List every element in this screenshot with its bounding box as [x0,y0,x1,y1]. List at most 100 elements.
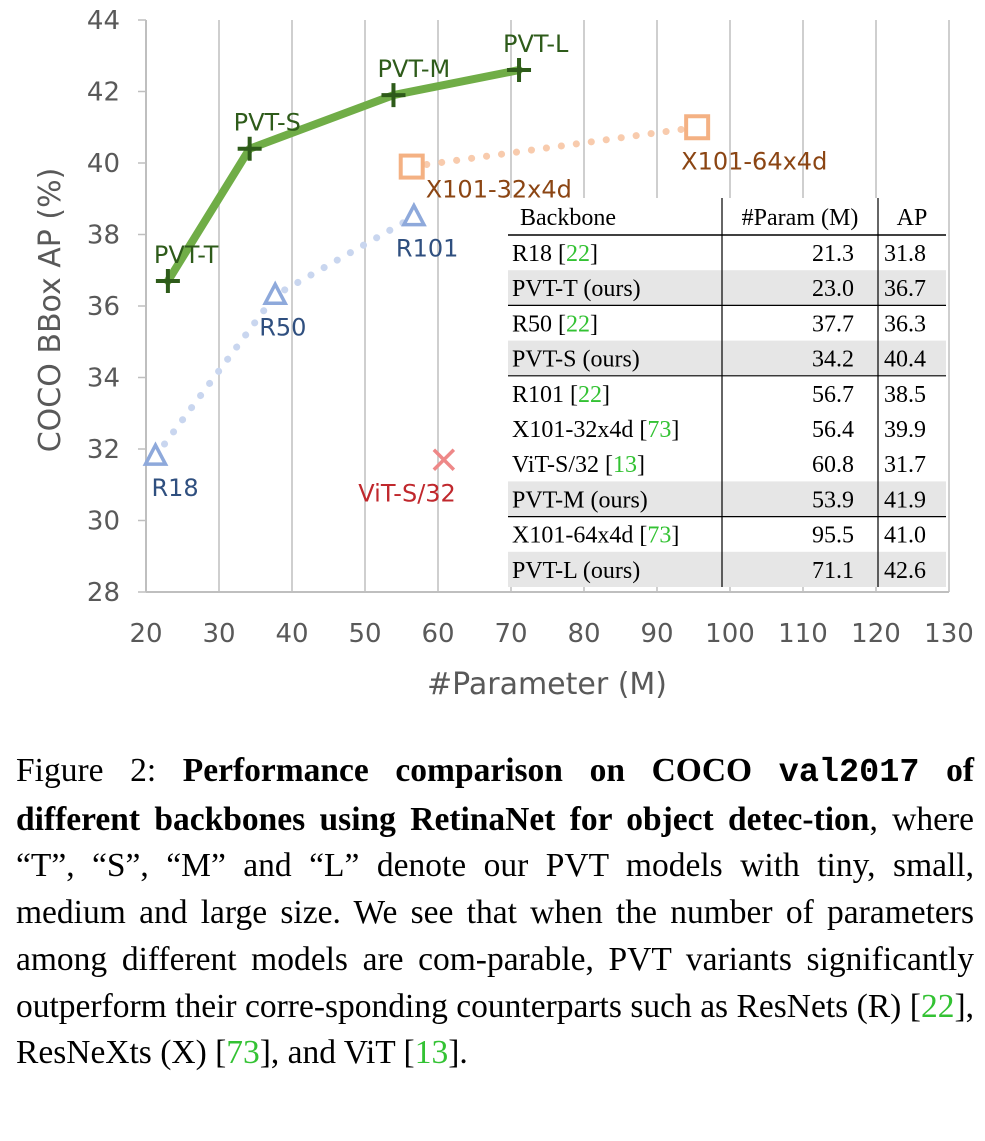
ours-row-shade [508,551,946,587]
table-cell-param: 34.2 [812,347,854,373]
table-cell-param: 56.4 [812,417,854,443]
caption-text-4: ]. [448,1034,468,1072]
triangle-marker [142,441,169,466]
table-cell-backbone: X101-64x4d [73] [512,523,679,549]
axes: 20 30 40 50 60 70 80 90 100 110 120 130 28 30 32 34 36 38… [87,6,974,649]
point-label: PVT-S [234,109,301,137]
x-tick-label: 120 [851,619,901,649]
table-cell-ap: 41.9 [884,487,926,513]
table-cell-backbone: X101-32x4d [73] [512,417,679,443]
caption-dataset-name: val2017 [778,754,920,792]
point-label: R50 [259,313,306,341]
table-cell-param: 71.1 [812,558,854,584]
caption-citation-73[interactable]: 73 [226,1034,260,1072]
table-citation[interactable]: 22 [578,382,602,408]
point-label: PVT-M [377,55,450,83]
table-cell-backbone: R50 [22] [512,311,598,337]
plus-marker [155,268,180,293]
table-cell-backbone: ViT-S/32 [13] [512,452,645,478]
table-cell-backbone: R18 [22] [512,241,598,267]
table-row: R101 [22] 56.7 38.5 [512,382,926,408]
table-row: X101-64x4d [73] 95.5 41.0 [512,523,926,549]
ours-row-shade [508,270,946,306]
table-citation[interactable]: 22 [566,311,590,337]
table-citation[interactable]: 13 [613,452,637,478]
table-cell-ap: 36.7 [884,276,926,302]
point-label: ViT-S/32 [358,480,456,508]
data-point-pvt-s: PVT-S [234,109,301,161]
table-cell-ap: 39.9 [884,417,926,443]
table-citation[interactable]: 22 [566,241,590,267]
table-citation[interactable]: 73 [647,417,671,443]
x-tick-label: 20 [129,619,162,649]
y-tick-label: 36 [87,292,120,322]
series-line-resnext [408,123,701,171]
table-cell-ap: 36.3 [884,311,926,337]
table-citation[interactable]: 73 [647,523,671,549]
table-cell-ap: 38.5 [884,382,926,408]
table-row: ViT-S/32 [13] 60.8 31.7 [512,452,926,478]
x-tick-label: 30 [202,619,235,649]
y-tick-label: 40 [87,149,120,179]
y-tick-label: 34 [87,364,120,394]
table-cell-backbone: PVT-L (ours) [512,558,640,584]
point-label: PVT-T [154,241,219,269]
table-cell-param: 53.9 [812,487,854,513]
ours-row-shade [508,340,946,376]
caption-citation-13[interactable]: 13 [414,1034,449,1072]
caption-text-3: ], and ViT [ [259,1034,415,1072]
table-row: PVT-T (ours) 23.0 36.7 [512,276,926,302]
point-label: PVT-L [503,30,569,58]
caption-bold-2: of different backbones using RetinaNet f… [16,752,974,838]
table-row: R50 [22] 37.7 36.3 [512,311,926,337]
data-point-pvt-l: PVT-L [503,30,569,83]
point-label: R101 [396,235,458,263]
y-tick-label: 44 [87,6,120,36]
series-pvt: PVT-T PVT-S PVT-M PVT-L [154,30,569,293]
caption-bold-1: Performance comparison on COCO [182,752,779,789]
data-point-r101: R101 [396,201,458,263]
inset-table: Backbone #Param (M) AP R18 [22] 21.3 31.8 PVT-… [508,198,946,587]
table-cell-param: 95.5 [812,523,854,549]
table-row: PVT-L (ours) 71.1 42.6 [512,558,926,584]
x-tick-label: 90 [640,619,673,649]
x-tick-label: 70 [494,619,527,649]
x-tick-label: 130 [924,619,974,649]
data-point-pvt-t: PVT-T [154,241,219,293]
x-tick-label: 100 [705,619,755,649]
x-tick-label: 110 [778,619,828,649]
figure-caption: Figure 2: Performance comparison on COCO… [16,748,974,1077]
caption-text-2: ], ResNeXts (X) [ [16,987,974,1072]
table-header-0: Backbone [520,205,616,231]
table-cell-backbone: PVT-S (ours) [512,347,640,373]
table-cell-param: 21.3 [812,241,854,267]
ours-row-shade [508,481,946,517]
series-layer: PVT-T PVT-S PVT-M PVT-L R18 R50 R101 X101-32x4d… [142,30,827,508]
y-tick-label: 28 [87,578,120,608]
data-point-r50: R50 [259,280,306,341]
series-line-pvt [163,66,524,285]
table-cell-ap: 31.7 [884,452,926,478]
table-cell-ap: 31.8 [884,241,926,267]
caption-prefix: Figure 2: [16,752,183,789]
table-cell-ap: 42.6 [884,558,926,584]
data-point-x101-64x4d: X101-64x4d [681,114,827,175]
point-label: R18 [151,474,198,502]
x-tick-label: 50 [348,619,381,649]
table-cell-param: 37.7 [812,311,854,337]
caption-citation-22[interactable]: 22 [920,987,955,1025]
table-row: PVT-S (ours) 34.2 40.4 [512,347,926,373]
plus-marker [507,58,532,83]
y-tick-label: 30 [87,507,120,537]
table-cell-param: 23.0 [812,276,854,302]
plus-marker [381,83,406,108]
table-row: X101-32x4d [73] 56.4 39.9 [512,417,926,443]
table-cell-param: 56.7 [812,382,854,408]
triangle-marker [262,280,289,306]
table-cell-backbone: R101 [22] [512,382,610,408]
table-header-1: #Param (M) [742,205,859,231]
cross-marker [432,448,456,471]
y-tick-label: 38 [87,221,120,251]
